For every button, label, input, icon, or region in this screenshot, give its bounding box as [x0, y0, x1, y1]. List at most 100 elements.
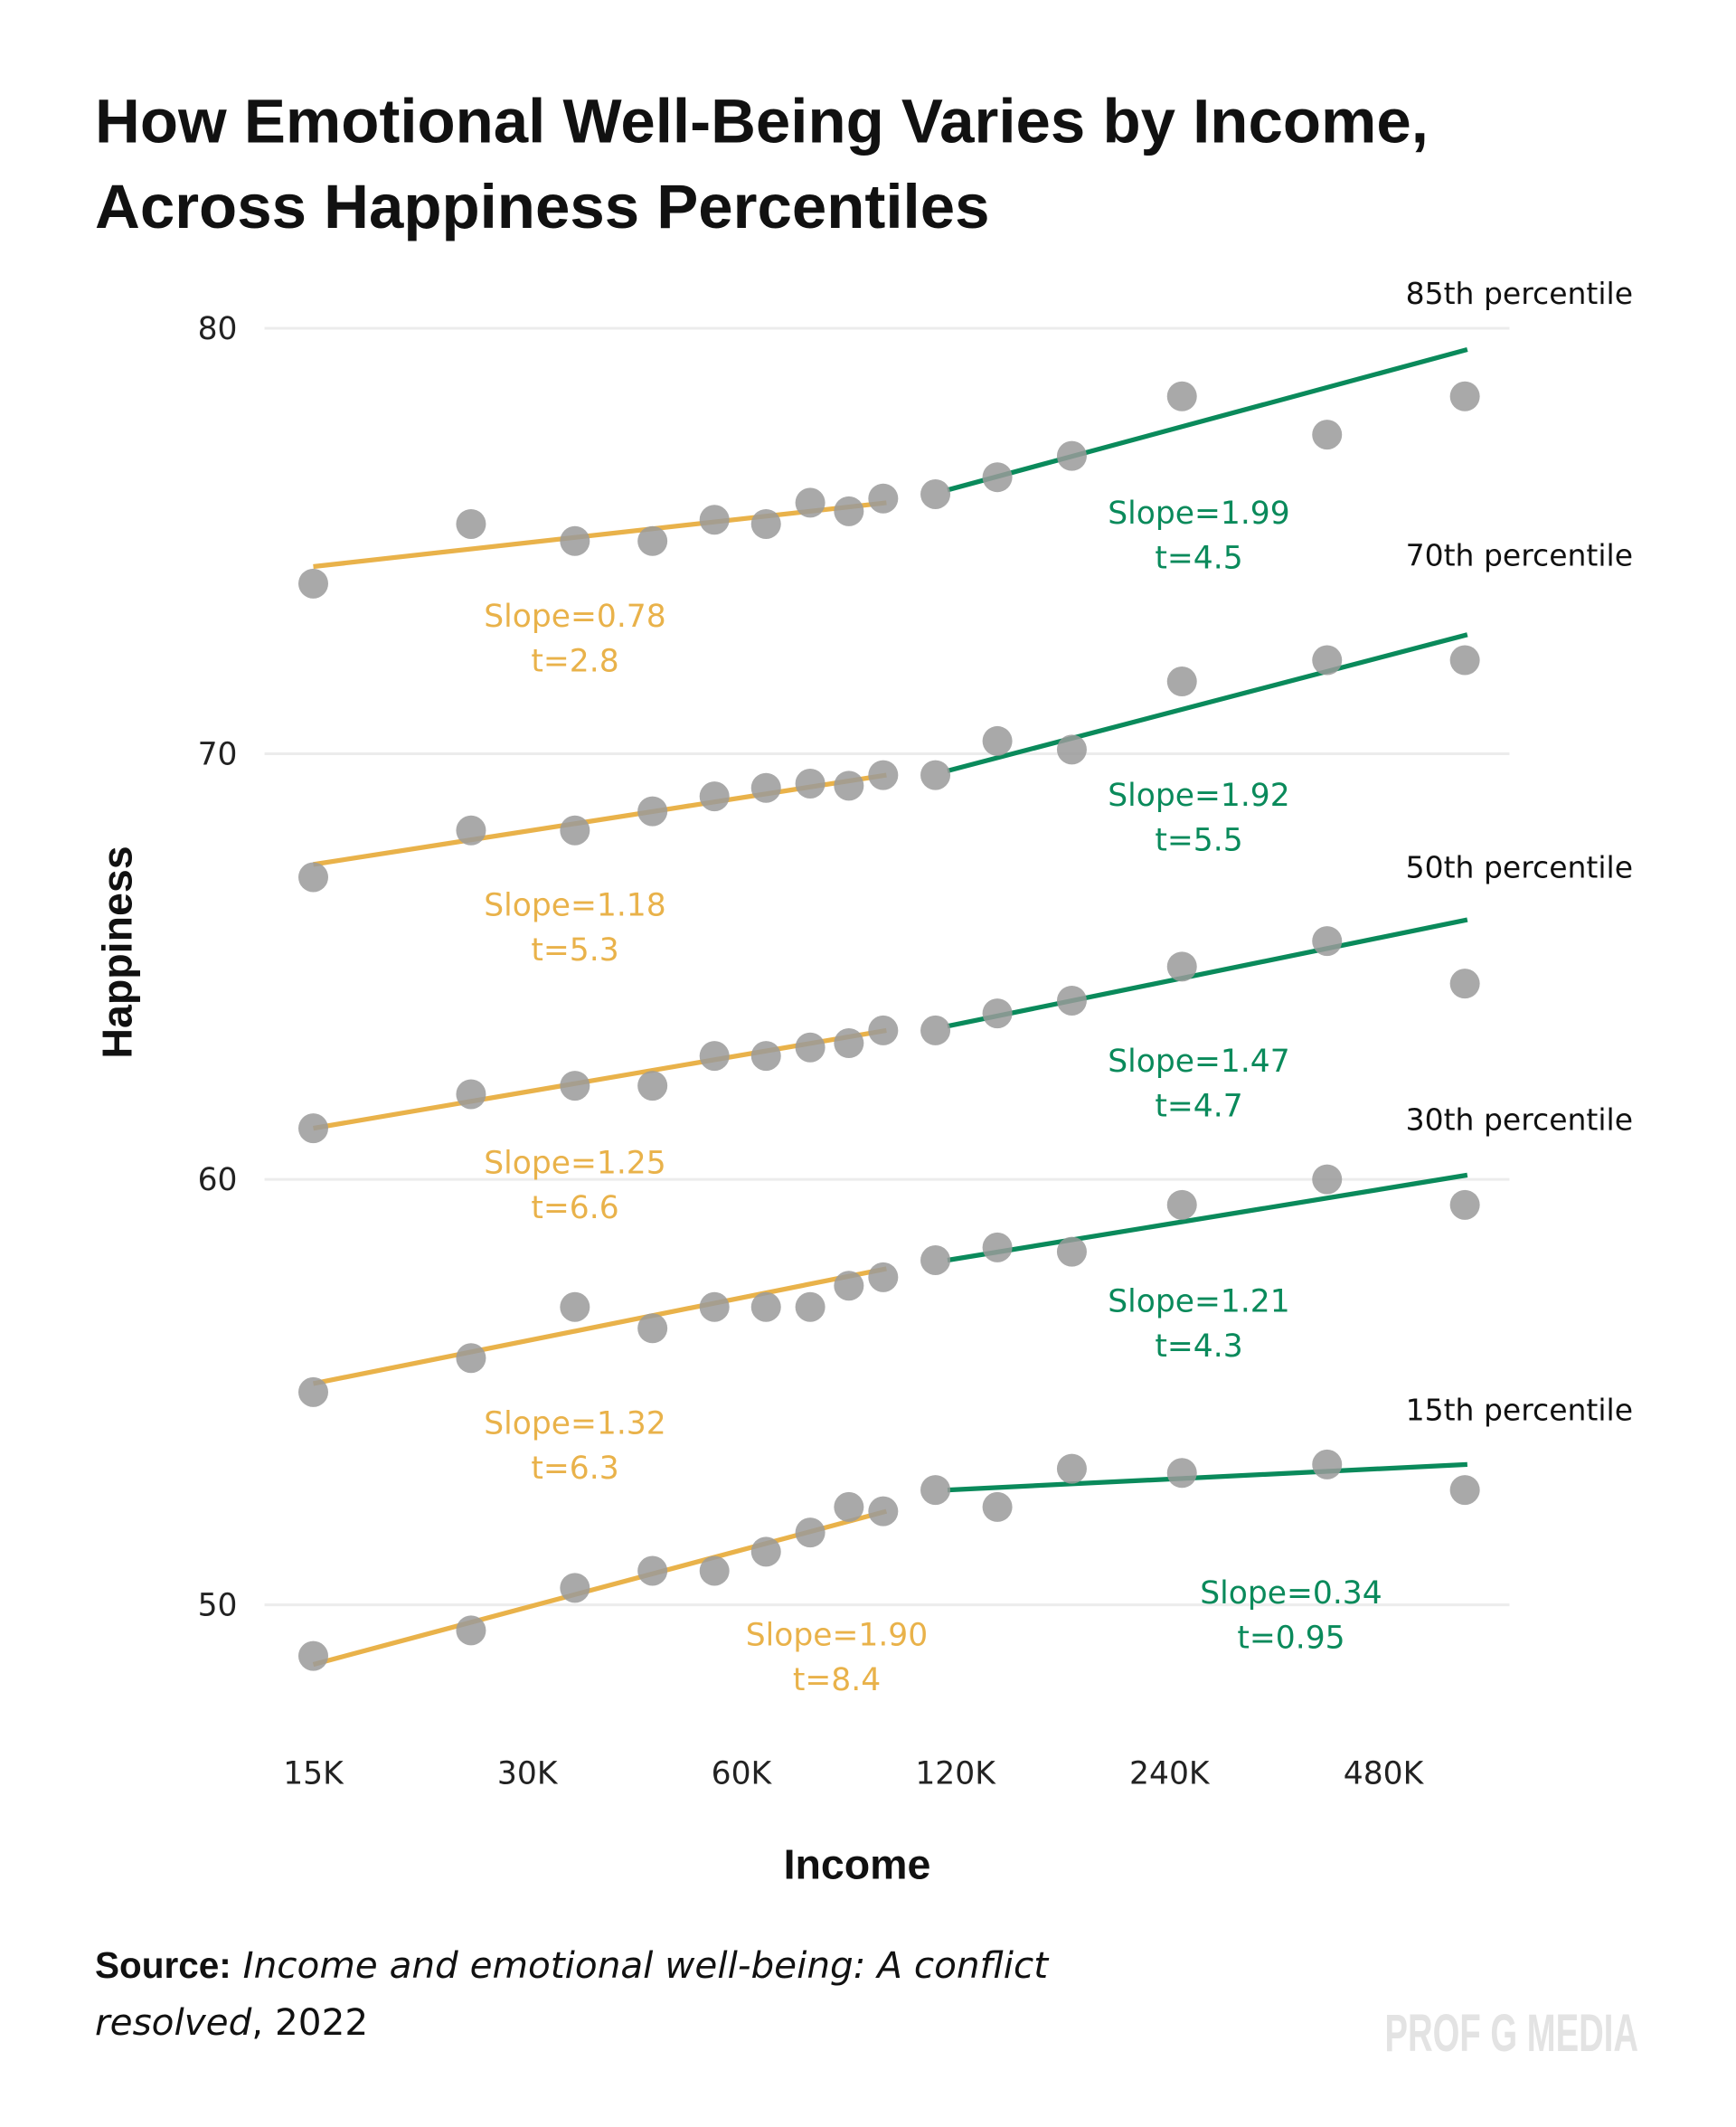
slope-label: Slope=1.47 [1108, 1044, 1289, 1080]
data-point [834, 1271, 864, 1301]
series-label: 70th percentile [1406, 538, 1633, 573]
data-point [1449, 1475, 1480, 1506]
data-point [1056, 985, 1087, 1016]
data-point [868, 1262, 899, 1292]
t-stat-label: t=4.5 [1155, 541, 1242, 577]
data-point [1312, 1449, 1343, 1479]
data-point [834, 770, 864, 801]
series-label: 50th percentile [1406, 850, 1633, 885]
data-point [456, 815, 486, 846]
t-stat-label: t=4.3 [1155, 1328, 1242, 1365]
x-tick-label: 480K [1344, 1756, 1425, 1792]
data-point [795, 1032, 826, 1063]
data-point [1056, 1236, 1087, 1267]
data-point [298, 1376, 328, 1407]
data-point [920, 760, 951, 790]
data-point [750, 1041, 781, 1072]
data-point [699, 505, 730, 535]
t-stat-label: t=5.3 [531, 932, 618, 969]
data-point [795, 768, 826, 799]
fit-high-line [947, 632, 1468, 773]
fit-high-line [947, 1461, 1467, 1493]
slope-label: Slope=1.92 [1108, 778, 1289, 814]
y-tick-label: 80 [198, 311, 238, 347]
data-point [298, 862, 328, 893]
x-tick-label: 120K [915, 1756, 996, 1792]
data-point [1056, 1453, 1087, 1484]
t-stat-label: t=5.5 [1155, 823, 1242, 859]
slope-label: Slope=1.99 [1108, 496, 1289, 532]
t-stat-label: t=6.6 [531, 1190, 618, 1226]
data-point [920, 1015, 951, 1045]
data-point [834, 496, 864, 526]
data-point [1166, 381, 1197, 411]
data-point [834, 1028, 864, 1059]
series-label: 30th percentile [1406, 1102, 1633, 1138]
data-point [982, 1232, 1013, 1262]
fit-low-line [313, 1027, 887, 1131]
data-point [750, 1291, 781, 1322]
data-point [920, 1245, 951, 1276]
fit-low-line [312, 1508, 888, 1668]
source-line-1: Source: Income and emotional well-being:… [95, 1943, 1050, 1987]
data-point [1166, 1189, 1197, 1220]
fit-low-line [313, 772, 887, 867]
slope-label: Slope=1.32 [484, 1406, 665, 1442]
slope-label: Slope=1.18 [484, 888, 665, 924]
data-point [298, 1640, 328, 1671]
source-line-2: resolved, 2022 [95, 2000, 368, 2044]
source-year: , 2022 [251, 2000, 368, 2044]
data-point [750, 1536, 781, 1567]
data-point [637, 525, 668, 556]
data-point [1166, 951, 1197, 982]
x-tick-label: 30K [497, 1756, 559, 1792]
t-stat-label: t=0.95 [1237, 1621, 1344, 1657]
data-point [560, 525, 590, 556]
data-point [1312, 1164, 1343, 1195]
fit-low-line [313, 500, 887, 570]
data-point [298, 568, 328, 599]
data-point [1056, 734, 1087, 765]
fit-high-line [947, 346, 1468, 493]
data-point [1166, 1458, 1197, 1489]
slope-label: Slope=0.78 [484, 599, 665, 635]
data-point [920, 479, 951, 510]
data-point [1056, 440, 1087, 471]
data-point [560, 1573, 590, 1603]
data-point [1449, 645, 1480, 676]
data-point [456, 508, 486, 539]
slope-label: Slope=0.34 [1200, 1575, 1382, 1612]
data-point [1449, 1189, 1480, 1220]
data-point [1312, 926, 1343, 957]
x-tick-label: 60K [712, 1756, 773, 1792]
data-point [982, 725, 1013, 756]
x-tick-label: 15K [283, 1756, 344, 1792]
chart-title-line-1: How Emotional Well-Being Varies by Incom… [95, 87, 1429, 156]
series-label: 15th percentile [1406, 1393, 1633, 1428]
data-point [637, 1555, 668, 1586]
fit-high-line [947, 1172, 1468, 1263]
watermark-logo: PROF G MEDIA [1385, 2004, 1638, 2063]
data-point [795, 487, 826, 518]
x-axis-label: Income [784, 1841, 931, 1888]
data-point [868, 483, 899, 514]
data-point [637, 1313, 668, 1344]
data-point [750, 772, 781, 803]
data-point [982, 998, 1013, 1029]
slope-label: Slope=1.21 [1108, 1284, 1289, 1320]
t-stat-label: t=4.7 [1155, 1089, 1242, 1125]
data-point [834, 1491, 864, 1522]
data-point [699, 1555, 730, 1586]
data-point [1166, 666, 1197, 697]
data-point [1312, 645, 1343, 676]
t-stat-label: t=2.8 [531, 644, 618, 680]
y-tick-label: 70 [198, 737, 238, 773]
data-point [1449, 969, 1480, 999]
data-point [982, 462, 1013, 493]
source-title-1: Income and emotional well-being: A confl… [243, 1943, 1051, 1987]
source-label: Source: [95, 1944, 231, 1986]
series-label: 85th percentile [1406, 276, 1633, 311]
data-point [1312, 420, 1343, 450]
data-point [699, 1291, 730, 1322]
